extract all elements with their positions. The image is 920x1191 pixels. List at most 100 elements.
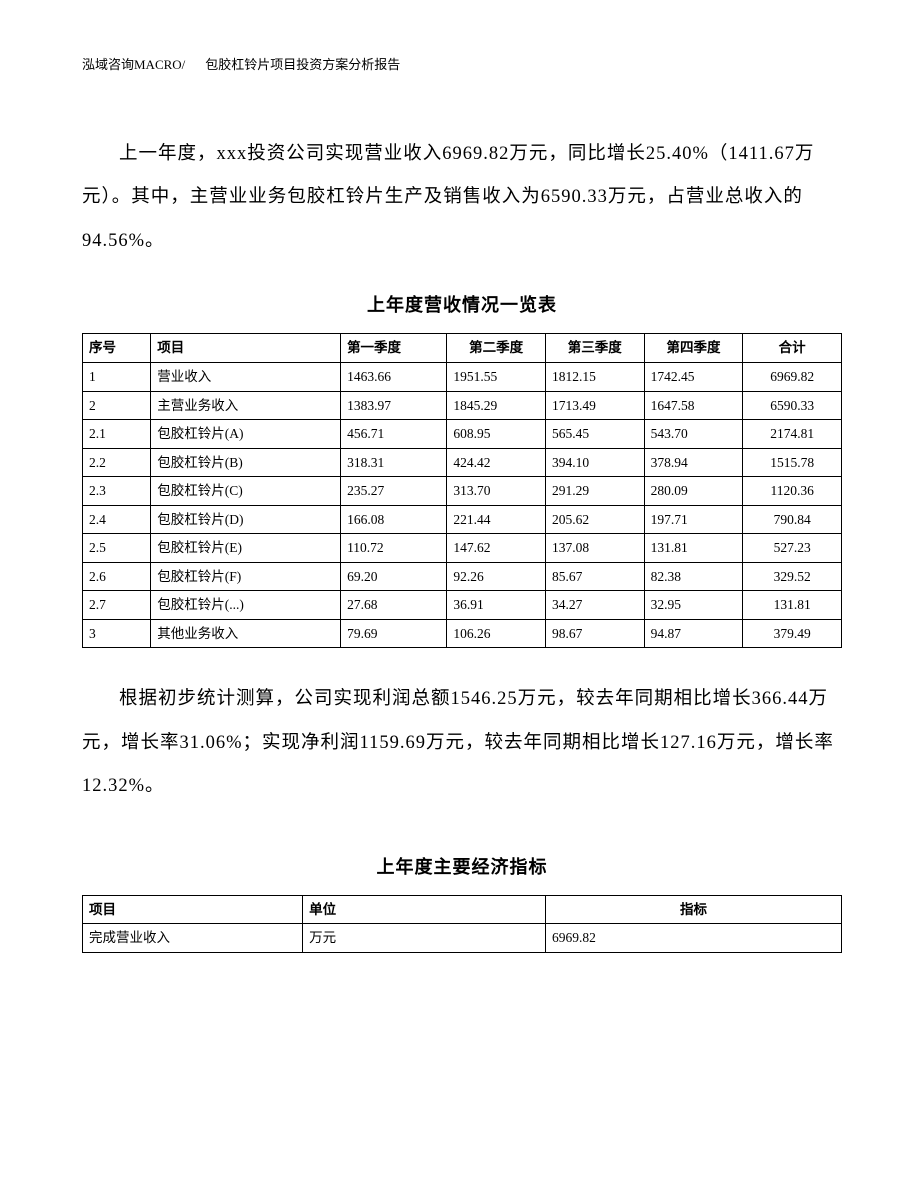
col-header: 项目 <box>151 334 341 363</box>
table-cell: 205.62 <box>545 505 644 534</box>
col-header: 指标 <box>545 895 841 924</box>
table-cell: 1742.45 <box>644 362 743 391</box>
table-cell: 280.09 <box>644 477 743 506</box>
table1-body: 1营业收入1463.661951.551812.151742.456969.82… <box>83 362 842 647</box>
table-row: 2.6包胶杠铃片(F)69.2092.2685.6782.38329.52 <box>83 562 842 591</box>
table-cell: 147.62 <box>447 534 546 563</box>
table-cell: 394.10 <box>545 448 644 477</box>
table-cell: 166.08 <box>341 505 447 534</box>
header-title: 包胶杠铃片项目投资方案分析报告 <box>205 57 400 72</box>
table-cell: 92.26 <box>447 562 546 591</box>
table-cell: 131.81 <box>644 534 743 563</box>
table-cell: 1515.78 <box>743 448 842 477</box>
table2-title: 上年度主要经济指标 <box>82 853 842 879</box>
table-row: 2.7包胶杠铃片(...)27.6836.9134.2732.95131.81 <box>83 591 842 620</box>
table-cell: 6969.82 <box>545 924 841 953</box>
table-cell: 69.20 <box>341 562 447 591</box>
table-cell: 1647.58 <box>644 391 743 420</box>
table-cell: 完成营业收入 <box>83 924 303 953</box>
revenue-table: 序号 项目 第一季度 第二季度 第三季度 第四季度 合计 1营业收入1463.6… <box>82 333 842 648</box>
table-cell: 6590.33 <box>743 391 842 420</box>
table-cell: 565.45 <box>545 420 644 449</box>
table-cell: 79.69 <box>341 619 447 648</box>
table-cell: 379.49 <box>743 619 842 648</box>
header-company: 泓域咨询MACRO/ <box>82 57 185 72</box>
col-header: 第三季度 <box>545 334 644 363</box>
table-cell: 2.6 <box>83 562 151 591</box>
table-cell: 包胶杠铃片(E) <box>151 534 341 563</box>
table-cell: 313.70 <box>447 477 546 506</box>
table-cell: 36.91 <box>447 591 546 620</box>
table-row: 1营业收入1463.661951.551812.151742.456969.82 <box>83 362 842 391</box>
table-cell: 32.95 <box>644 591 743 620</box>
table-cell: 2.3 <box>83 477 151 506</box>
col-header: 第一季度 <box>341 334 447 363</box>
col-header: 单位 <box>303 895 546 924</box>
table-row: 2.2包胶杠铃片(B)318.31424.42394.10378.941515.… <box>83 448 842 477</box>
table-cell: 318.31 <box>341 448 447 477</box>
table2-body: 完成营业收入万元6969.82 <box>83 924 842 953</box>
table-row: 2主营业务收入1383.971845.291713.491647.586590.… <box>83 391 842 420</box>
table-cell: 110.72 <box>341 534 447 563</box>
table-cell: 106.26 <box>447 619 546 648</box>
table-cell: 包胶杠铃片(B) <box>151 448 341 477</box>
table-cell: 其他业务收入 <box>151 619 341 648</box>
col-header: 合计 <box>743 334 842 363</box>
table-cell: 1383.97 <box>341 391 447 420</box>
table-row: 2.5包胶杠铃片(E)110.72147.62137.08131.81527.2… <box>83 534 842 563</box>
table-cell: 94.87 <box>644 619 743 648</box>
table-cell: 235.27 <box>341 477 447 506</box>
table-cell: 1812.15 <box>545 362 644 391</box>
table-row: 2.4包胶杠铃片(D)166.08221.44205.62197.71790.8… <box>83 505 842 534</box>
table-cell: 1713.49 <box>545 391 644 420</box>
col-header: 项目 <box>83 895 303 924</box>
col-header: 第四季度 <box>644 334 743 363</box>
table-cell: 527.23 <box>743 534 842 563</box>
table-cell: 137.08 <box>545 534 644 563</box>
table-header-row: 序号 项目 第一季度 第二季度 第三季度 第四季度 合计 <box>83 334 842 363</box>
col-header: 第二季度 <box>447 334 546 363</box>
table-cell: 2.7 <box>83 591 151 620</box>
table-cell: 790.84 <box>743 505 842 534</box>
table-cell: 包胶杠铃片(...) <box>151 591 341 620</box>
table-cell: 营业收入 <box>151 362 341 391</box>
table-cell: 2 <box>83 391 151 420</box>
table-cell: 2.4 <box>83 505 151 534</box>
table-cell: 6969.82 <box>743 362 842 391</box>
table-cell: 1463.66 <box>341 362 447 391</box>
table-cell: 378.94 <box>644 448 743 477</box>
table-row: 2.3包胶杠铃片(C)235.27313.70291.29280.091120.… <box>83 477 842 506</box>
table-cell: 197.71 <box>644 505 743 534</box>
table-cell: 98.67 <box>545 619 644 648</box>
table-cell: 329.52 <box>743 562 842 591</box>
col-header: 序号 <box>83 334 151 363</box>
table-cell: 2.2 <box>83 448 151 477</box>
table-cell: 1120.36 <box>743 477 842 506</box>
table-cell: 2.5 <box>83 534 151 563</box>
paragraph-1: 上一年度，xxx投资公司实现营业收入6969.82万元，同比增长25.40%（1… <box>82 133 842 263</box>
table-cell: 131.81 <box>743 591 842 620</box>
table-cell: 万元 <box>303 924 546 953</box>
table-cell: 608.95 <box>447 420 546 449</box>
table-cell: 34.27 <box>545 591 644 620</box>
table-cell: 291.29 <box>545 477 644 506</box>
table-cell: 1845.29 <box>447 391 546 420</box>
table-row: 3其他业务收入79.69106.2698.6794.87379.49 <box>83 619 842 648</box>
table-header-row: 项目 单位 指标 <box>83 895 842 924</box>
page-header: 泓域咨询MACRO/包胶杠铃片项目投资方案分析报告 <box>82 54 842 73</box>
table-cell: 543.70 <box>644 420 743 449</box>
table-cell: 1 <box>83 362 151 391</box>
table-cell: 424.42 <box>447 448 546 477</box>
table-row: 2.1包胶杠铃片(A)456.71608.95565.45543.702174.… <box>83 420 842 449</box>
table-cell: 82.38 <box>644 562 743 591</box>
table-row: 完成营业收入万元6969.82 <box>83 924 842 953</box>
table-cell: 27.68 <box>341 591 447 620</box>
table-cell: 包胶杠铃片(F) <box>151 562 341 591</box>
table1-title: 上年度营收情况一览表 <box>82 291 842 317</box>
table-cell: 主营业务收入 <box>151 391 341 420</box>
table-cell: 2174.81 <box>743 420 842 449</box>
table-cell: 2.1 <box>83 420 151 449</box>
table-cell: 3 <box>83 619 151 648</box>
indicator-table: 项目 单位 指标 完成营业收入万元6969.82 <box>82 895 842 953</box>
table-cell: 221.44 <box>447 505 546 534</box>
